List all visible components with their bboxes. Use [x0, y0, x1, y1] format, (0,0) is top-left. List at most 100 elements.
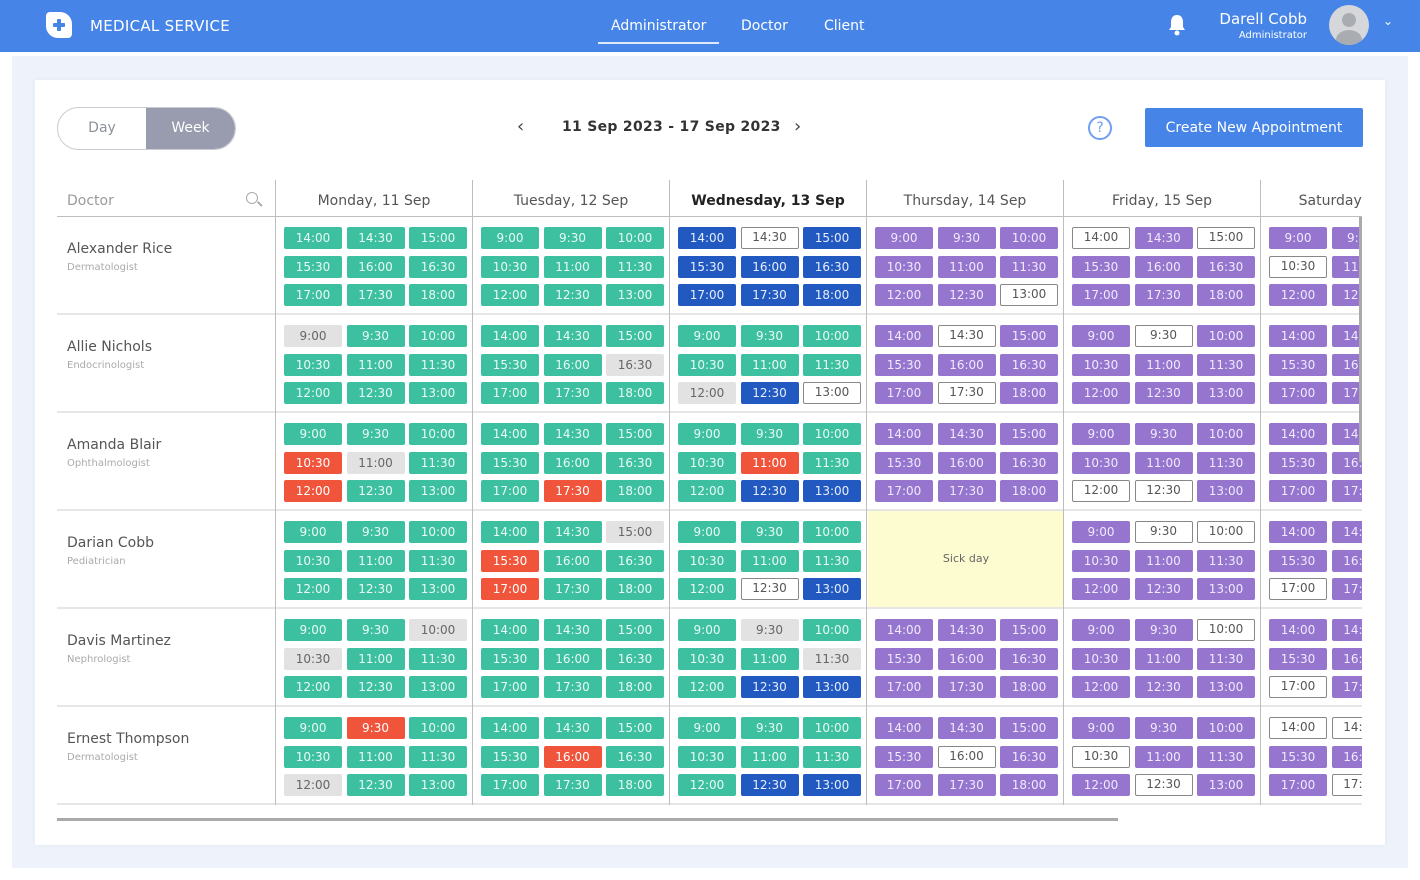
time-slot[interactable]: 12:00 [1269, 284, 1327, 306]
time-slot[interactable]: 13:00 [803, 676, 861, 698]
doctor-name[interactable]: Amanda Blair [67, 437, 162, 453]
time-slot[interactable]: 9:30 [543, 227, 602, 249]
time-slot[interactable]: 15:30 [1269, 451, 1327, 474]
time-slot[interactable]: 9:00 [284, 521, 342, 543]
time-slot[interactable]: 10:00 [409, 521, 467, 543]
time-slot[interactable]: 15:30 [1072, 255, 1130, 278]
time-slot[interactable]: 14:00 [1269, 717, 1327, 739]
time-slot[interactable]: 18:00 [1000, 774, 1058, 796]
view-toggle[interactable]: Day Week [57, 107, 236, 150]
time-slot[interactable]: 16:30 [1000, 451, 1058, 474]
time-slot[interactable]: 12:00 [678, 578, 736, 600]
time-slot[interactable]: 13:00 [803, 578, 861, 600]
view-week-button[interactable]: Week [146, 108, 235, 149]
time-slot[interactable]: 9:30 [740, 423, 799, 445]
time-slot[interactable]: 13:00 [1000, 284, 1058, 306]
time-slot[interactable]: 9:30 [346, 619, 405, 641]
time-slot[interactable]: 16:00 [1331, 451, 1362, 474]
time-slot[interactable]: 15:30 [1269, 647, 1327, 670]
time-slot[interactable]: 11:00 [1134, 451, 1193, 474]
time-slot[interactable]: 12:00 [1072, 578, 1130, 600]
time-slot[interactable]: 17:00 [875, 676, 933, 698]
time-slot[interactable]: 12:00 [678, 480, 736, 502]
time-slot[interactable]: 9:30 [1134, 423, 1193, 445]
time-slot[interactable]: 14:30 [937, 423, 996, 445]
time-slot[interactable]: 14:00 [481, 619, 539, 641]
time-slot[interactable]: 10:00 [409, 619, 467, 641]
time-slot[interactable]: 10:30 [678, 647, 736, 670]
time-slot[interactable]: 14:30 [1331, 423, 1362, 445]
time-slot[interactable]: 16:30 [803, 255, 861, 278]
time-slot[interactable]: 18:00 [606, 382, 664, 404]
search-icon[interactable] [246, 192, 258, 204]
time-slot[interactable]: 15:00 [1000, 717, 1058, 739]
time-slot[interactable]: 12:00 [875, 284, 933, 306]
time-slot[interactable]: 9:00 [678, 521, 736, 543]
time-slot[interactable]: 16:30 [409, 255, 467, 278]
time-slot[interactable]: 14:00 [284, 227, 342, 249]
time-slot[interactable]: 18:00 [803, 284, 861, 306]
time-slot[interactable]: 16:30 [1000, 353, 1058, 376]
time-slot[interactable]: 12:00 [678, 774, 736, 796]
time-slot[interactable]: 16:00 [1331, 549, 1362, 572]
time-slot[interactable]: 16:30 [1000, 745, 1058, 768]
time-slot[interactable]: 11:00 [346, 549, 405, 572]
time-slot[interactable]: 17:00 [1072, 284, 1130, 306]
time-slot[interactable]: 14:00 [875, 619, 933, 641]
time-slot[interactable]: 15:30 [284, 255, 342, 278]
time-slot[interactable]: 17:00 [481, 676, 539, 698]
create-appointment-button[interactable]: Create New Appointment [1145, 108, 1363, 147]
time-slot[interactable]: 16:00 [1134, 255, 1193, 278]
time-slot[interactable]: 11:00 [543, 255, 602, 278]
time-slot[interactable]: 11:00 [740, 451, 799, 474]
time-slot[interactable]: 12:30 [1134, 774, 1193, 796]
time-slot[interactable]: 11:00 [740, 647, 799, 670]
time-slot[interactable]: 15:00 [606, 423, 664, 445]
time-slot[interactable]: 9:30 [740, 325, 799, 347]
time-slot[interactable]: 17:30 [1134, 284, 1193, 306]
time-slot[interactable]: 18:00 [606, 774, 664, 796]
time-slot[interactable]: 15:30 [481, 745, 539, 768]
time-slot[interactable]: 17:00 [1269, 774, 1327, 796]
time-slot[interactable]: 12:00 [678, 676, 736, 698]
time-slot[interactable]: 12:00 [284, 382, 342, 404]
time-slot[interactable]: 17:00 [875, 382, 933, 404]
time-slot[interactable]: 10:30 [1072, 353, 1130, 376]
time-slot[interactable]: 12:30 [346, 578, 405, 600]
time-slot[interactable]: 12:30 [1134, 382, 1193, 404]
time-slot[interactable]: 9:00 [284, 325, 342, 347]
time-slot[interactable]: 14:00 [1072, 227, 1130, 249]
time-slot[interactable]: 12:00 [1072, 382, 1130, 404]
time-slot[interactable]: 13:00 [409, 578, 467, 600]
time-slot[interactable]: 9:30 [1134, 619, 1193, 641]
time-slot[interactable]: 17:00 [481, 578, 539, 600]
time-slot[interactable]: 17:30 [1331, 578, 1362, 600]
time-slot[interactable]: 14:30 [543, 717, 602, 739]
time-slot[interactable]: 15:00 [1000, 619, 1058, 641]
time-slot[interactable]: 17:30 [937, 774, 996, 796]
time-slot[interactable]: 10:30 [284, 353, 342, 376]
time-slot[interactable]: 15:00 [606, 325, 664, 347]
doctor-name[interactable]: Allie Nichols [67, 339, 152, 355]
horizontal-scrollbar[interactable] [57, 818, 1118, 821]
time-slot[interactable]: 11:00 [1134, 647, 1193, 670]
time-slot[interactable]: 11:30 [803, 647, 861, 670]
time-slot[interactable]: 11:30 [409, 647, 467, 670]
avatar[interactable] [1329, 5, 1369, 45]
time-slot[interactable]: 14:00 [481, 717, 539, 739]
time-slot[interactable]: 14:30 [1134, 227, 1193, 249]
time-slot[interactable]: 12:00 [481, 284, 539, 306]
time-slot[interactable]: 17:30 [543, 382, 602, 404]
time-slot[interactable]: 9:00 [1072, 325, 1130, 347]
time-slot[interactable]: 12:30 [346, 382, 405, 404]
time-slot[interactable]: 13:00 [1197, 774, 1255, 796]
time-slot[interactable]: 15:30 [1269, 353, 1327, 376]
time-slot[interactable]: 14:30 [543, 423, 602, 445]
time-slot[interactable]: 12:30 [543, 284, 602, 306]
time-slot[interactable]: 12:30 [740, 578, 799, 600]
time-slot[interactable]: 14:00 [875, 325, 933, 347]
time-slot[interactable]: 14:30 [937, 325, 996, 347]
time-slot[interactable]: 10:30 [284, 745, 342, 768]
time-slot[interactable]: 12:00 [678, 382, 736, 404]
time-slot[interactable]: 13:00 [606, 284, 664, 306]
